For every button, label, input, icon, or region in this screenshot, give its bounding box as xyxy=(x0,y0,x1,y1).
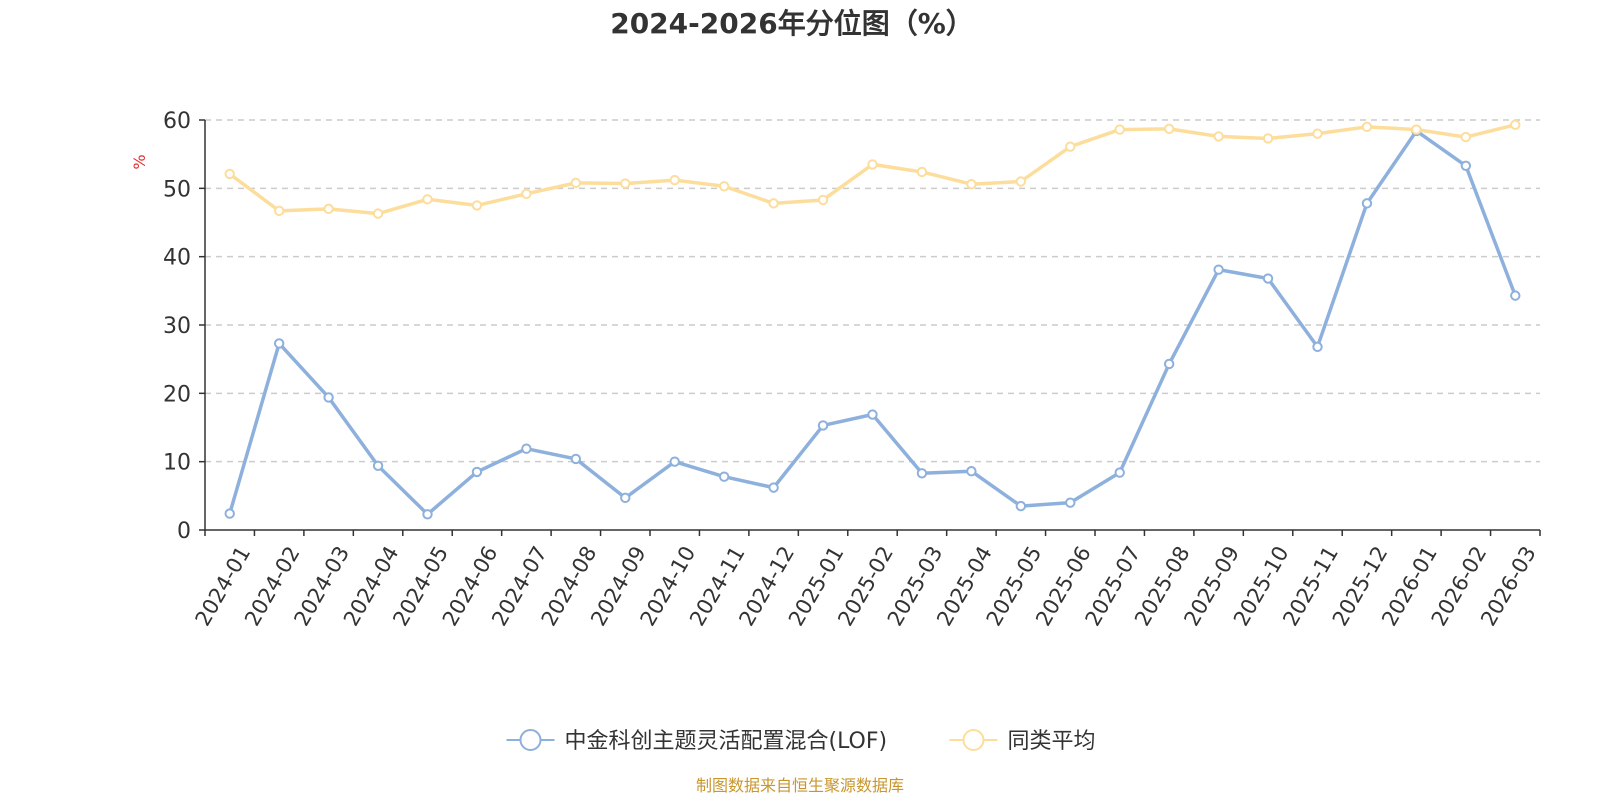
data-point[interactable] xyxy=(570,177,582,189)
y-tick-label: 20 xyxy=(163,382,191,407)
y-axis-label: % xyxy=(130,154,149,169)
data-point[interactable] xyxy=(1163,123,1175,135)
series-layer xyxy=(224,119,1521,520)
data-point[interactable] xyxy=(916,468,928,479)
source-text: 制图数据来自恒生聚源数据库 xyxy=(696,776,904,795)
data-point[interactable] xyxy=(718,181,730,192)
data-point[interactable] xyxy=(669,174,680,186)
data-point[interactable] xyxy=(471,466,483,478)
y-tick-label: 30 xyxy=(163,314,191,339)
data-point[interactable] xyxy=(422,194,433,205)
data-point[interactable] xyxy=(1065,141,1076,152)
data-point[interactable] xyxy=(323,203,334,215)
axes: 01020304050602024-012024-022024-032024-0… xyxy=(163,109,1541,630)
legend-circle-icon xyxy=(962,729,985,751)
data-point[interactable] xyxy=(916,166,928,178)
data-point[interactable] xyxy=(1114,124,1125,135)
data-point[interactable] xyxy=(817,420,829,431)
data-point[interactable] xyxy=(718,471,730,482)
series-0 xyxy=(224,125,1521,520)
y-tick-label: 60 xyxy=(163,109,191,134)
data-point[interactable] xyxy=(1163,358,1175,370)
legend-item-0[interactable]: 中金科创主题灵活配置混合(LOF) xyxy=(506,729,888,754)
data-point[interactable] xyxy=(817,194,829,206)
data-point[interactable] xyxy=(1262,273,1274,284)
data-point[interactable] xyxy=(1460,131,1472,143)
data-point[interactable] xyxy=(1312,128,1323,139)
y-tick-label: 0 xyxy=(177,519,191,544)
data-point[interactable] xyxy=(867,159,878,170)
y-tick-label: 50 xyxy=(163,177,191,202)
grid-lines xyxy=(205,119,1540,463)
chart-title: 2024-2026年分位图（%） xyxy=(610,7,974,40)
data-point[interactable] xyxy=(1213,264,1224,275)
data-point[interactable] xyxy=(669,456,680,467)
data-point[interactable] xyxy=(521,443,532,454)
data-point[interactable] xyxy=(620,492,631,504)
data-point[interactable] xyxy=(1065,497,1076,508)
data-point[interactable] xyxy=(224,168,235,180)
data-point[interactable] xyxy=(323,392,334,403)
data-point[interactable] xyxy=(570,453,582,465)
data-point[interactable] xyxy=(1510,290,1521,301)
data-point[interactable] xyxy=(521,188,532,200)
series-1 xyxy=(224,119,1521,219)
data-point[interactable] xyxy=(1510,119,1521,130)
legend-item-1[interactable]: 同类平均 xyxy=(949,729,1096,754)
data-point[interactable] xyxy=(966,466,977,477)
y-tick-label: 10 xyxy=(163,451,191,476)
data-point[interactable] xyxy=(1213,131,1224,142)
data-point[interactable] xyxy=(224,508,235,519)
data-point[interactable] xyxy=(1015,500,1027,512)
data-point[interactable] xyxy=(1262,133,1274,144)
data-point[interactable] xyxy=(966,179,977,190)
data-point[interactable] xyxy=(1411,124,1422,135)
data-point[interactable] xyxy=(1312,341,1323,353)
data-point[interactable] xyxy=(1015,176,1027,187)
data-point[interactable] xyxy=(768,198,779,209)
data-point[interactable] xyxy=(372,208,384,219)
legend-label: 同类平均 xyxy=(1008,729,1096,754)
data-point[interactable] xyxy=(422,509,433,520)
y-tick-label: 40 xyxy=(163,246,191,271)
series-line-0 xyxy=(227,129,1518,517)
data-point[interactable] xyxy=(1361,121,1373,133)
data-point[interactable] xyxy=(273,338,285,349)
data-point[interactable] xyxy=(1114,467,1125,478)
data-point[interactable] xyxy=(273,205,285,217)
legend-label: 中金科创主题灵活配置混合(LOF) xyxy=(565,729,888,754)
data-point[interactable] xyxy=(1460,160,1472,171)
data-point[interactable] xyxy=(1361,198,1373,209)
legend-circle-icon xyxy=(519,729,542,751)
legend[interactable]: 中金科创主题灵活配置混合(LOF) 同类平均 xyxy=(506,729,1096,754)
data-point[interactable] xyxy=(471,200,483,211)
data-point[interactable] xyxy=(867,409,878,420)
data-point[interactable] xyxy=(372,460,384,471)
data-point[interactable] xyxy=(768,482,779,493)
data-point[interactable] xyxy=(620,178,631,189)
